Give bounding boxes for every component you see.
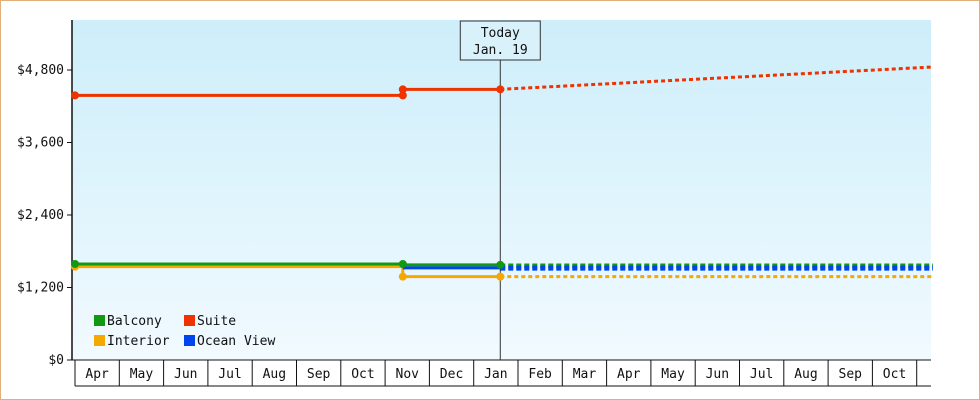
x-tick-label: May xyxy=(661,367,685,382)
x-tick-label: Jul xyxy=(750,367,773,382)
plot-area xyxy=(72,20,931,360)
x-tick-label: May xyxy=(130,367,154,382)
y-tick-label: $1,200 xyxy=(17,281,64,296)
y-tick-label: $0 xyxy=(48,353,64,368)
interior-line xyxy=(75,265,501,279)
x-tick-label: Apr xyxy=(85,367,109,382)
x-tick-label: Apr xyxy=(617,367,641,382)
balcony-line xyxy=(75,262,501,267)
legend-label-ocean-view: Ocean View xyxy=(197,334,275,349)
suite-point xyxy=(398,85,407,94)
y-tick-label: $4,800 xyxy=(17,63,64,78)
legend-label-balcony: Balcony xyxy=(107,314,162,329)
x-tick-label: Sep xyxy=(307,367,331,382)
x-tick-label: Oct xyxy=(883,367,906,382)
legend-label-suite: Suite xyxy=(197,314,236,329)
balcony-point xyxy=(398,259,407,268)
x-tick-label: Aug xyxy=(794,367,817,382)
suite-point xyxy=(71,91,79,100)
legend-label-interior: Interior xyxy=(107,334,170,349)
balcony-point xyxy=(71,259,79,268)
suite-point xyxy=(398,91,407,100)
legend-swatch-ocean-view xyxy=(184,335,195,346)
x-tick-label: Feb xyxy=(528,367,552,382)
x-tick-label: Jan xyxy=(484,367,507,382)
legend-swatch-interior xyxy=(94,335,105,346)
x-tick-label: Oct xyxy=(351,367,374,382)
legend-swatch-balcony xyxy=(94,315,105,326)
suite-point xyxy=(496,85,505,94)
y-tick-label: $3,600 xyxy=(17,136,64,151)
suite-projection xyxy=(500,65,934,91)
x-tick-label: Nov xyxy=(396,367,420,382)
interior-point xyxy=(398,272,407,281)
balcony-point xyxy=(496,260,505,269)
x-tick-label: Jun xyxy=(174,367,197,382)
y-tick-label: $2,400 xyxy=(17,208,64,223)
x-tick-label: Sep xyxy=(839,367,863,382)
x-tick-label: Dec xyxy=(440,367,463,382)
today-date-label: Jan. 19 xyxy=(473,43,528,58)
x-tick-label: Aug xyxy=(263,367,286,382)
today-label: Today xyxy=(481,26,520,41)
x-tick-label: Mar xyxy=(573,367,597,382)
x-tick-label: Jul xyxy=(218,367,241,382)
legend-swatch-suite xyxy=(184,315,195,326)
interior-point xyxy=(496,272,505,281)
x-tick-label: Jun xyxy=(706,367,729,382)
today-box xyxy=(459,20,541,61)
